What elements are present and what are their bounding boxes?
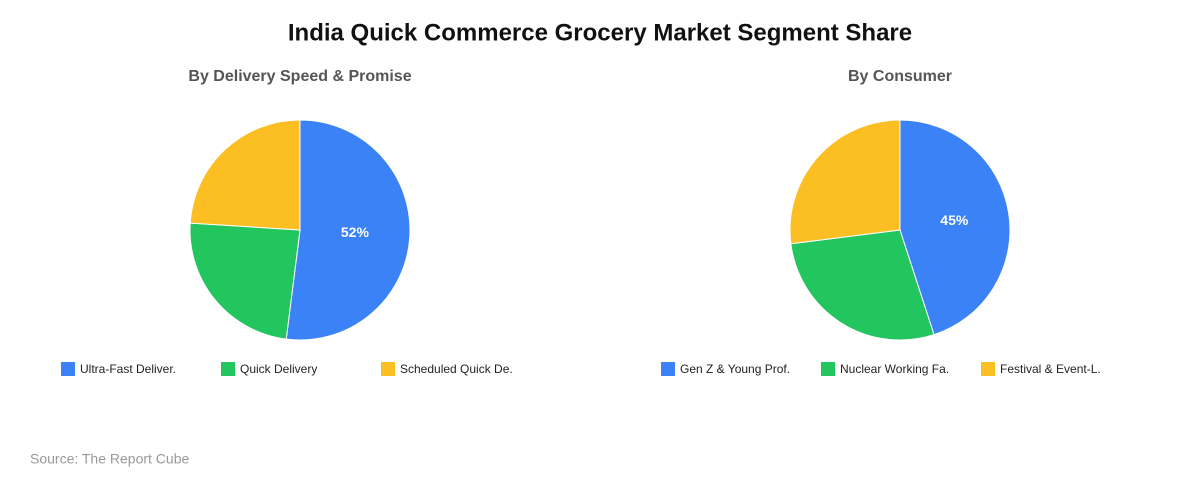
pie-slice (285, 119, 411, 341)
main-title: India Quick Commerce Grocery Market Segm… (288, 19, 912, 46)
legend-label: Gen Z & Young Prof. (680, 362, 790, 376)
legend-swatch (981, 362, 995, 376)
source: Source: The Report Cube (30, 451, 189, 467)
legend-label: Nuclear Working Fa. (840, 362, 949, 376)
value-label: 52% (341, 224, 370, 240)
legend-swatch (61, 362, 75, 376)
pie-slice (189, 222, 301, 340)
legend-label: Ultra-Fast Deliver. (80, 362, 176, 376)
chart-title: By Consumer (848, 68, 952, 85)
legend-swatch (821, 362, 835, 376)
legend-swatch (381, 362, 395, 376)
pie-slice (789, 119, 901, 245)
legend-swatch (221, 362, 235, 376)
legend-label: Festival & Event-L. (1000, 362, 1101, 376)
pie-slice (899, 119, 1011, 336)
legend-label: Scheduled Quick De. (400, 362, 513, 376)
legend-swatch (661, 362, 675, 376)
pie-slice (189, 119, 301, 231)
legend-label: Quick Delivery (240, 362, 317, 376)
chart-title: By Delivery Speed & Promise (188, 68, 411, 85)
pie-slice (790, 229, 935, 341)
value-label: 45% (940, 212, 969, 228)
